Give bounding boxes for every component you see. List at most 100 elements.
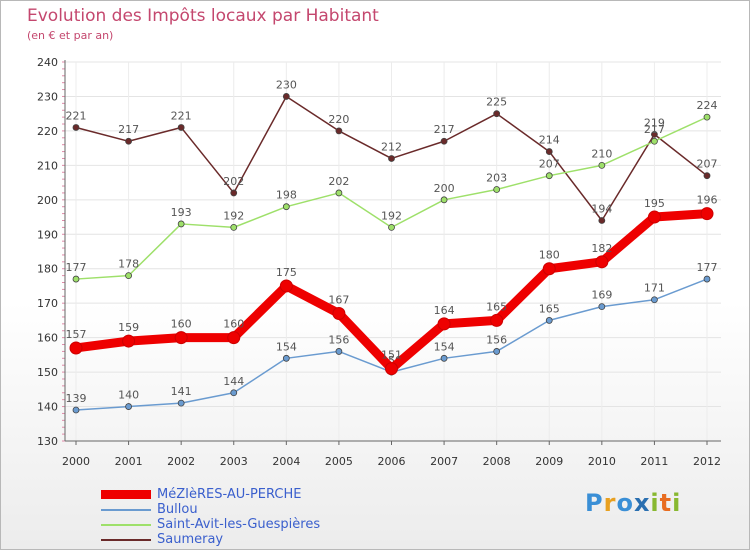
data-label: 202 xyxy=(328,175,349,188)
legend-label-bullou: Bullou xyxy=(157,502,198,517)
legend-label-saumeray: Saumeray xyxy=(157,532,224,547)
data-point xyxy=(647,210,661,224)
x-tick-label: 2006 xyxy=(378,455,406,468)
y-tick-label: 160 xyxy=(37,332,58,345)
data-point xyxy=(72,124,80,131)
logo-letter: t xyxy=(659,489,673,517)
data-point xyxy=(279,279,293,293)
data-point xyxy=(282,93,290,100)
logo-letter: i xyxy=(650,489,660,517)
x-tick-label: 2003 xyxy=(220,455,248,468)
data-point xyxy=(490,313,504,327)
data-label: 212 xyxy=(381,140,402,153)
data-point xyxy=(598,161,606,169)
data-point xyxy=(388,155,395,162)
data-label: 144 xyxy=(223,375,244,388)
data-point xyxy=(177,124,185,131)
logo-letter: r xyxy=(603,489,617,517)
y-tick-label: 180 xyxy=(37,263,58,276)
legend-item-saint-avit: Saint-Avit-les-Guespières xyxy=(101,517,320,532)
y-tick-label: 150 xyxy=(37,366,58,379)
data-point xyxy=(72,275,80,283)
data-point xyxy=(703,275,711,283)
data-point xyxy=(651,130,658,138)
legend: MéZIèRES-AU-PERCHE Bullou Saint-Avit-les… xyxy=(101,487,320,547)
y-tick-label: 190 xyxy=(37,228,58,241)
data-point xyxy=(282,203,290,211)
legend-swatch-bullou xyxy=(101,508,151,511)
data-label: 194 xyxy=(591,202,612,215)
legend-item-mezieres: MéZIèRES-AU-PERCHE xyxy=(101,487,320,502)
data-label: 182 xyxy=(591,242,612,255)
data-point xyxy=(388,223,395,231)
data-point xyxy=(703,113,711,121)
data-label: 195 xyxy=(644,197,665,210)
data-point xyxy=(230,223,238,231)
data-label: 217 xyxy=(434,123,455,136)
data-point xyxy=(69,341,83,355)
data-label: 156 xyxy=(486,333,507,346)
data-point xyxy=(493,186,501,193)
data-label: 196 xyxy=(697,194,718,207)
data-label: 169 xyxy=(591,289,612,302)
data-label: 154 xyxy=(276,340,297,353)
data-label: 159 xyxy=(118,321,139,334)
data-label: 207 xyxy=(539,158,560,171)
data-point xyxy=(282,354,290,362)
data-point xyxy=(440,354,448,362)
data-point xyxy=(493,348,501,355)
data-point xyxy=(598,217,606,224)
data-label: 225 xyxy=(486,96,507,109)
data-label: 200 xyxy=(434,182,455,195)
data-label: 192 xyxy=(381,209,402,222)
legend-swatch-saumeray xyxy=(101,538,151,541)
data-label: 175 xyxy=(276,266,297,279)
logo-letter: o xyxy=(616,489,634,517)
x-tick-label: 2002 xyxy=(167,455,195,468)
y-tick-label: 230 xyxy=(37,90,58,103)
data-point xyxy=(651,296,658,304)
x-tick-label: 2001 xyxy=(115,455,143,468)
data-point xyxy=(651,137,658,145)
chart-title: Evolution des Impôts locaux par Habitant xyxy=(27,6,379,26)
data-label: 177 xyxy=(66,261,87,274)
data-label: 160 xyxy=(223,318,244,331)
data-label: 214 xyxy=(539,134,560,147)
x-tick-label: 2004 xyxy=(272,455,300,468)
x-tick-label: 2008 xyxy=(483,455,511,468)
x-tick-label: 2010 xyxy=(588,455,616,468)
data-label: 210 xyxy=(591,147,612,160)
data-point xyxy=(174,331,188,345)
y-tick-label: 140 xyxy=(37,401,58,414)
data-point xyxy=(545,172,553,180)
data-point xyxy=(385,362,398,376)
data-point xyxy=(493,110,501,118)
x-tick-label: 2011 xyxy=(640,455,668,468)
logo-letter: x xyxy=(633,489,651,517)
legend-label-saint-avit: Saint-Avit-les-Guespières xyxy=(157,517,321,532)
data-point xyxy=(72,406,80,414)
data-point xyxy=(177,399,185,407)
x-tick-label: 2000 xyxy=(62,455,90,468)
legend-swatch-saint-avit xyxy=(101,523,151,526)
data-point xyxy=(545,317,553,324)
data-label: 193 xyxy=(171,206,192,219)
proxiti-logo: Proxiti xyxy=(585,489,681,517)
data-point xyxy=(332,307,346,321)
data-point xyxy=(177,220,185,228)
data-label: 140 xyxy=(118,389,139,402)
data-point xyxy=(542,262,556,276)
data-label: 165 xyxy=(539,302,560,315)
data-label: 198 xyxy=(276,189,297,202)
data-point xyxy=(227,331,241,345)
y-tick-label: 210 xyxy=(37,159,58,172)
data-point xyxy=(125,137,132,145)
x-tick-label: 2007 xyxy=(430,455,458,468)
data-label: 154 xyxy=(434,340,455,353)
data-label: 164 xyxy=(434,304,455,317)
data-label: 221 xyxy=(171,109,192,122)
data-label: 217 xyxy=(118,123,139,136)
data-point xyxy=(335,189,343,197)
